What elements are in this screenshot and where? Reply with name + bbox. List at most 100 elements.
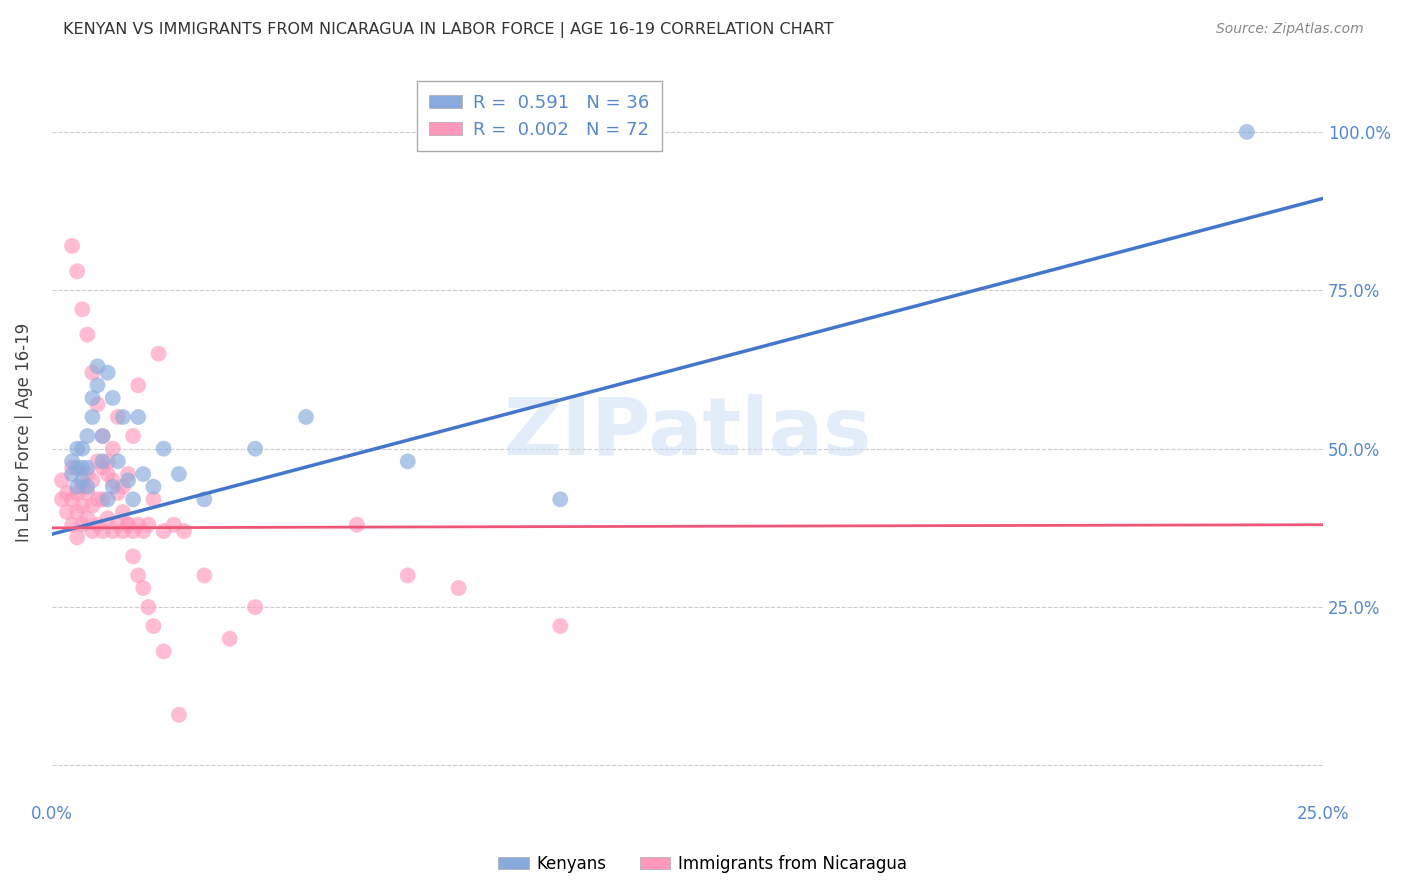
Point (60, 460, 83, 475)
Point (91, 429, 114, 443)
Point (56, 486, 79, 500)
Point (243, 442, 266, 456)
Point (295, 409, 318, 424)
Point (72, 480, 94, 494)
Point (550, 619, 572, 633)
Legend: R =  0.591   N = 36, R =  0.002   N = 72: R = 0.591 N = 36, R = 0.002 N = 72 (416, 81, 662, 152)
Point (132, 467, 155, 481)
Point (111, 409, 134, 424)
Point (142, 480, 165, 494)
Point (86, 454, 108, 468)
Point (346, 517, 368, 532)
Point (66, 460, 89, 475)
Point (66, 264, 89, 278)
Point (152, 442, 174, 456)
Point (60, 454, 83, 468)
Point (76, 511, 98, 525)
Text: KENYAN VS IMMIGRANTS FROM NICARAGUA IN LABOR FORCE | AGE 16-19 CORRELATION CHART: KENYAN VS IMMIGRANTS FROM NICARAGUA IN L… (63, 22, 834, 38)
Point (101, 524, 124, 538)
Text: ZIPatlas: ZIPatlas (503, 394, 872, 472)
Point (72, 517, 94, 532)
Point (101, 480, 124, 494)
Point (82, 366, 104, 380)
Point (97, 366, 120, 380)
Point (51, 474, 73, 488)
Point (101, 442, 124, 456)
Point (117, 517, 139, 532)
Point (82, 524, 104, 538)
Point (91, 492, 114, 507)
Point (97, 492, 120, 507)
Point (91, 460, 114, 475)
Point (138, 600, 160, 615)
Point (72, 442, 94, 456)
Point (82, 499, 104, 513)
Point (86, 517, 108, 532)
Point (76, 486, 98, 500)
Point (117, 474, 139, 488)
Point (60, 467, 83, 481)
Point (60, 492, 83, 507)
Point (76, 480, 98, 494)
Point (76, 460, 98, 475)
Point (142, 492, 165, 507)
Point (111, 480, 134, 494)
Point (117, 467, 139, 481)
Point (152, 524, 174, 538)
Point (56, 505, 79, 519)
Point (243, 600, 266, 615)
Point (66, 442, 89, 456)
Point (148, 346, 170, 360)
Point (396, 568, 419, 582)
Point (91, 524, 114, 538)
Legend: Kenyans, Immigrants from Nicaragua: Kenyans, Immigrants from Nicaragua (492, 848, 914, 880)
Point (82, 409, 104, 424)
Y-axis label: In Labor Force | Age 16-19: In Labor Force | Age 16-19 (15, 323, 32, 542)
Point (72, 302, 94, 317)
Point (72, 460, 94, 475)
Point (86, 397, 108, 411)
Point (173, 524, 195, 538)
Point (122, 492, 145, 507)
Point (107, 486, 129, 500)
Point (111, 505, 134, 519)
Point (127, 378, 149, 392)
Point (142, 619, 165, 633)
Point (72, 499, 94, 513)
Point (97, 454, 120, 468)
Point (550, 492, 572, 507)
Point (66, 480, 89, 494)
Point (60, 517, 83, 532)
Point (72, 474, 94, 488)
Point (163, 517, 186, 532)
Point (127, 517, 149, 532)
Text: Source: ZipAtlas.com: Source: ZipAtlas.com (1216, 22, 1364, 37)
Point (86, 492, 108, 507)
Point (127, 409, 149, 424)
Point (193, 568, 215, 582)
Point (97, 511, 120, 525)
Point (122, 429, 145, 443)
Point (167, 467, 190, 481)
Point (91, 429, 114, 443)
Point (447, 581, 470, 595)
Point (152, 644, 174, 658)
Point (122, 524, 145, 538)
Point (76, 429, 98, 443)
Point (107, 454, 129, 468)
Point (82, 391, 104, 405)
Point (122, 549, 145, 564)
Point (193, 492, 215, 507)
Point (76, 327, 98, 342)
Point (60, 239, 83, 253)
Point (86, 378, 108, 392)
Point (167, 707, 190, 722)
Point (66, 530, 89, 544)
Point (132, 581, 155, 595)
Point (127, 568, 149, 582)
Point (396, 454, 419, 468)
Point (138, 517, 160, 532)
Point (107, 517, 129, 532)
Point (101, 391, 124, 405)
Point (86, 359, 108, 374)
